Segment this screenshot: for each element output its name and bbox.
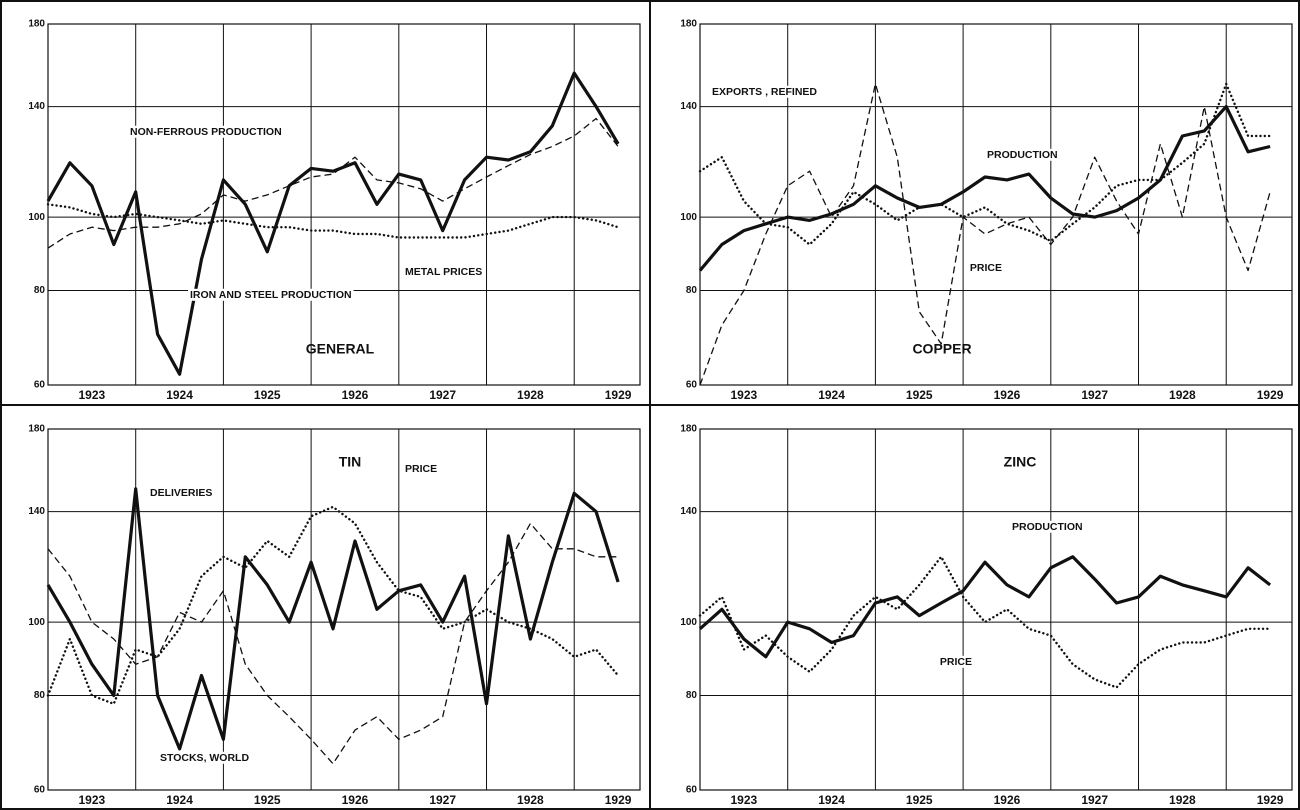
x-tick-label: 1924 [818,793,845,807]
label-backdrop [158,751,252,764]
series-label: DELIVERIES [150,487,212,499]
x-tick-label: 1923 [731,388,758,402]
x-tick-label: 1926 [342,793,369,807]
panel-title: COPPER [912,341,971,357]
series-label: PRICE [970,262,1002,274]
x-tick-label: 1926 [994,793,1021,807]
series-label: IRON AND STEEL PRODUCTION [190,289,352,301]
series-label: STOCKS, WORLD [160,752,249,764]
panel: 60 80 100 140 180 1923 1924 1925 1926 1927 1928 192… [680,424,1293,807]
label-backdrop [403,462,440,475]
series-line [47,522,619,765]
series-label: NON-FERROUS PRODUCTION [130,126,282,138]
label-backdrop [1010,520,1085,533]
label-backdrop [937,655,974,668]
y-tick-label: 180 [28,19,45,30]
x-tick-label: 1928 [1169,388,1196,402]
x-tick-label: 1926 [994,388,1021,402]
y-tick-label: 140 [680,101,697,112]
x-tick-label: 1923 [79,793,106,807]
x-tick-label: 1927 [429,388,456,402]
x-tick-label: 1925 [254,793,281,807]
y-tick-label: 140 [680,506,697,517]
series-label: PRODUCTION [987,149,1058,161]
series-line [46,71,620,376]
y-tick-label: 100 [680,212,697,223]
x-tick-label: 1928 [517,793,544,807]
label-backdrop [148,486,215,499]
series-line [698,555,1272,659]
panel: 60 80 100 140 180 1923 1924 1925 1926 1927 1928 192… [680,19,1293,402]
series-line [46,203,620,239]
x-tick-label: 1929 [1257,388,1284,402]
x-tick-label: 1923 [79,388,106,402]
y-tick-label: 100 [680,617,697,628]
label-backdrop [403,265,485,278]
x-tick-label: 1924 [166,793,193,807]
series-line [699,83,1271,386]
series-line [46,487,620,751]
series-label: METAL PRICES [405,266,482,278]
y-tick-label: 60 [686,785,698,796]
plot-frame [699,428,1293,791]
x-tick-label: 1925 [906,388,933,402]
x-tick-label: 1929 [605,388,632,402]
plot-frame [47,428,641,791]
panel-title: ZINC [1004,454,1037,470]
y-tick-label: 80 [686,690,698,701]
panel-title: GENERAL [306,341,375,357]
x-tick-label: 1924 [818,388,845,402]
label-backdrop [710,85,820,98]
y-tick-label: 80 [34,690,46,701]
x-tick-label: 1926 [342,388,369,402]
series-line [47,117,619,249]
panel: 60 80 100 140 180 1923 1924 1925 1926 1927 1928 192… [28,19,641,402]
label-backdrop [967,261,1004,274]
x-tick-label: 1927 [1081,388,1108,402]
y-tick-label: 180 [28,424,45,435]
x-tick-label: 1929 [1257,793,1284,807]
x-tick-label: 1928 [517,388,544,402]
y-tick-label: 140 [28,101,45,112]
series-label: PRICE [405,463,437,475]
series-line [46,505,620,705]
panel: 60 80 100 140 180 1923 1924 1925 1926 1927 1928 192… [28,424,641,807]
series-line [698,555,1272,689]
x-tick-label: 1924 [166,388,193,402]
x-tick-label: 1925 [254,388,281,402]
series-label: PRICE [940,656,972,668]
y-tick-label: 60 [34,380,46,391]
series-label: EXPORTS , REFINED [712,86,817,98]
series-line [698,82,1272,246]
y-tick-label: 180 [680,19,697,30]
series-line [698,105,1271,272]
x-tick-label: 1925 [906,793,933,807]
x-tick-label: 1927 [429,793,456,807]
x-tick-label: 1929 [605,793,632,807]
x-tick-label: 1928 [1169,793,1196,807]
x-tick-label: 1923 [731,793,758,807]
x-tick-label: 1927 [1081,793,1108,807]
y-tick-label: 140 [28,506,45,517]
y-tick-label: 100 [28,212,45,223]
y-tick-label: 80 [34,285,46,296]
plot-frame [699,23,1293,386]
y-tick-label: 60 [686,380,698,391]
label-backdrop [188,288,354,301]
label-backdrop [128,125,284,138]
series-label: PRODUCTION [1012,521,1083,533]
y-tick-label: 80 [686,285,698,296]
y-tick-label: 60 [34,785,46,796]
panel-title: TIN [339,454,362,470]
y-tick-label: 100 [28,617,45,628]
y-tick-label: 180 [680,424,697,435]
label-backdrop [985,148,1060,161]
